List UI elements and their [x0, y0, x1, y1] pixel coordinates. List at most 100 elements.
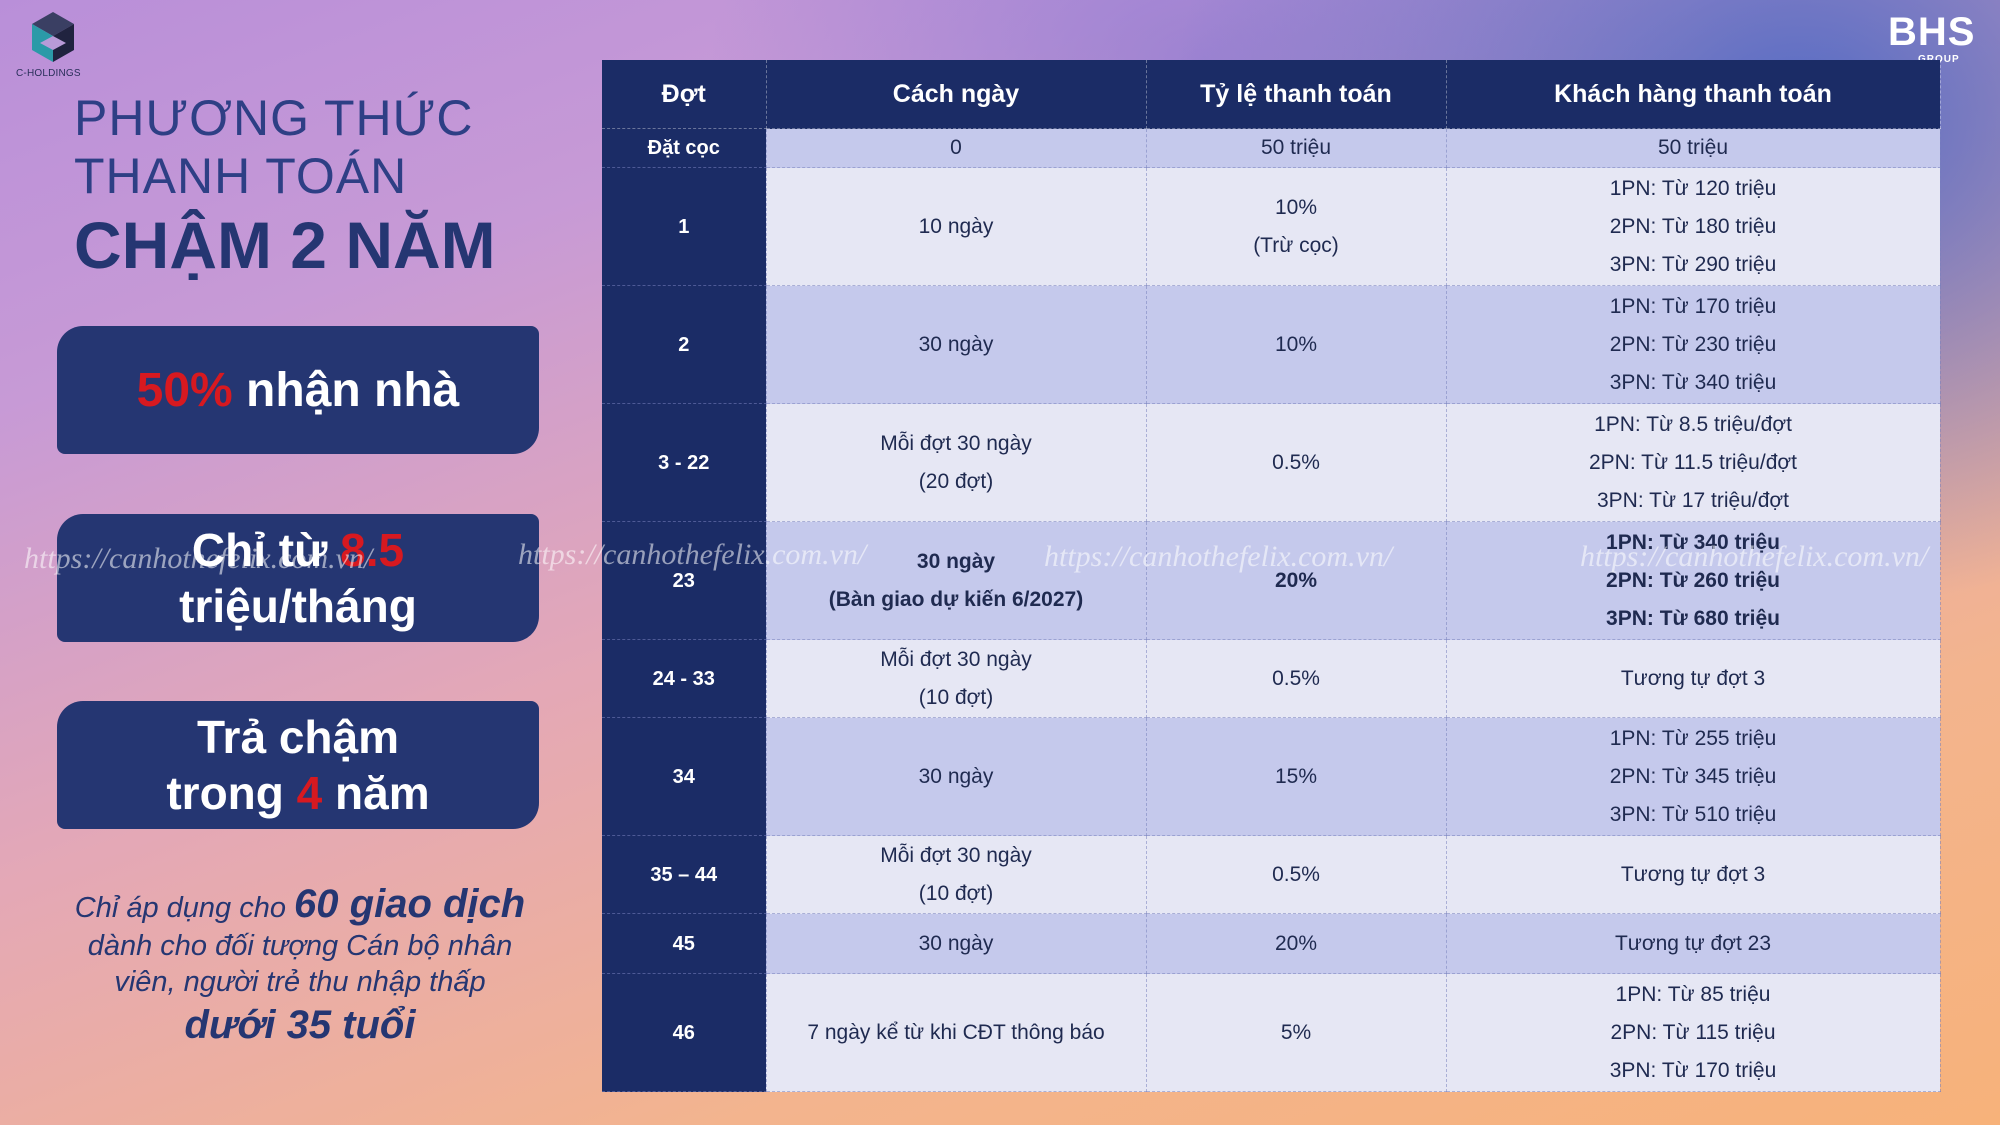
cell-cach-ngay: 0 — [766, 128, 1147, 168]
cell-khach-hang-line: 3PN: Từ 340 triệu — [1609, 370, 1777, 394]
card-deferred-highlight: 4 — [296, 767, 323, 819]
cell-khach-hang: 1PN: Từ 170 triệu 2PN: Từ 230 triệu 3PN: T… — [1446, 285, 1941, 404]
cell-khach-hang-line: 1PN: Từ 120 triệu — [1609, 176, 1777, 200]
cell-khach-hang-line: 2PN: Từ 345 triệu — [1609, 764, 1777, 788]
card-deferred-suffix: năm — [322, 767, 430, 819]
cell-ty-le: 5% — [1146, 973, 1447, 1092]
card-monthly-line-1: Chỉ từ 8.5 — [192, 522, 404, 578]
table-row: 35 – 44 Mỗi đợt 30 ngày (10 đợt) 0.5% Tương … — [602, 835, 1941, 914]
cell-ty-le-line: (Trừ cọc) — [1253, 233, 1339, 257]
cell-cach-ngay-line: 30 ngày — [918, 332, 994, 356]
card-handover-label: nhận nhà — [232, 363, 460, 417]
cell-dot: Đặt cọc — [602, 128, 767, 168]
cell-khach-hang-line: 1PN: Từ 8.5 triệu/đợt — [1594, 412, 1792, 436]
cell-khach-hang-line: 3PN: Từ 17 triệu/đợt — [1596, 488, 1790, 512]
cell-cach-ngay: 30 ngày — [766, 717, 1147, 836]
eligibility-note: Chỉ áp dụng cho 60 giao dịch dành cho đố… — [20, 884, 580, 1050]
card-handover-highlight: 50% — [136, 363, 233, 417]
cell-khach-hang-line: 2PN: Từ 230 triệu — [1609, 332, 1777, 356]
cell-cach-ngay: 30 ngày — [766, 285, 1147, 404]
cell-khach-hang-line: Tương tự đợt 3 — [1620, 862, 1766, 886]
table-row: 1 10 ngày 10% (Trừ cọc) 1PN: Từ 120 triệu 2PN… — [602, 167, 1941, 286]
cell-ty-le: 50 triệu — [1146, 128, 1447, 168]
cell-dot: 35 – 44 — [602, 835, 767, 914]
cell-khach-hang-line: 1PN: Từ 170 triệu — [1609, 294, 1777, 318]
cell-ty-le: 15% — [1146, 717, 1447, 836]
cell-khach-hang-line: 1PN: Từ 340 triệu — [1606, 530, 1780, 554]
watermark-text: https://canhothefelix.com.vn/ — [1044, 540, 1393, 573]
note-line-1: Chỉ áp dụng cho 60 giao dịch — [20, 884, 580, 928]
table-row: 3 - 22 Mỗi đợt 30 ngày (20 đợt) 0.5% 1PN: Từ… — [602, 403, 1941, 522]
table-row: 46 7 ngày kể từ khi CĐT thông báo 5% 1PN: T… — [602, 973, 1941, 1092]
c-holdings-logo-text: C-HOLDINGS — [16, 68, 81, 79]
bhs-logo-text: BHS — [1888, 10, 1976, 54]
card-monthly-prefix: Chỉ từ — [191, 524, 341, 576]
c-holdings-logo: C-HOLDINGS — [16, 10, 86, 82]
cell-cach-ngay: 30 ngày — [766, 913, 1147, 974]
watermark-text: https://canhothefelix.com.vn/ — [518, 538, 867, 571]
note-line-2: dành cho đối tượng Cán bộ nhân — [87, 930, 513, 962]
title-line-2: THANH TOÁN — [74, 148, 408, 204]
cell-ty-le-line: 15% — [1274, 764, 1318, 788]
cell-khach-hang-line: 3PN: Từ 170 triệu — [1609, 1058, 1777, 1082]
cell-ty-le-line: 10% — [1274, 332, 1318, 356]
card-deferred-line-2: trong 4 năm — [166, 765, 429, 821]
title-line-3: CHẬM 2 NĂM — [74, 208, 496, 282]
cell-khach-hang: 1PN: Từ 255 triệu 2PN: Từ 345 triệu 3PN: T… — [1446, 717, 1941, 836]
cell-ty-le: 0.5% — [1146, 835, 1447, 914]
bhs-logo: BHS GROUP — [1888, 12, 1988, 70]
cell-dot: 46 — [602, 973, 767, 1092]
card-handover-text: 50% nhận nhà — [137, 363, 460, 418]
cell-khach-hang-line: 2PN: Từ 180 triệu — [1609, 214, 1777, 238]
note-line-1-emphasis: 60 giao dịch — [294, 882, 526, 926]
cell-cach-ngay-line: (10 đợt) — [918, 685, 994, 709]
cell-ty-le-line: 0.5% — [1272, 862, 1320, 886]
cell-dot: 34 — [602, 717, 767, 836]
cell-ty-le: 10% — [1146, 285, 1447, 404]
cube-logo-icon — [32, 12, 74, 62]
cell-cach-ngay-line: 30 ngày — [918, 764, 994, 788]
cell-cach-ngay-line: 0 — [950, 136, 962, 159]
card-deferred: Trả chậm trong 4 năm — [57, 701, 539, 829]
cell-cach-ngay: 10 ngày — [766, 167, 1147, 286]
cell-cach-ngay: 7 ngày kể từ khi CĐT thông báo — [766, 973, 1147, 1092]
cell-dot: 23 — [602, 521, 767, 640]
cell-ty-le-line: 20% — [1274, 568, 1318, 592]
table-header-row: Đợt Cách ngày Tỷ lệ thanh toán Khách hàn… — [602, 60, 1941, 129]
cell-dot: 24 - 33 — [602, 639, 767, 718]
cell-cach-ngay-line: 7 ngày kể từ khi CĐT thông báo — [807, 1020, 1105, 1044]
payment-schedule-table: Đợt Cách ngày Tỷ lệ thanh toán Khách hàn… — [602, 60, 1941, 1092]
title-line-1: PHƯƠNG THỨC — [74, 90, 474, 146]
cell-khach-hang-line: 2PN: Từ 11.5 triệu/đợt — [1589, 450, 1797, 474]
bhs-logo-subtext: GROUP — [1918, 54, 1960, 65]
table-row: 2 30 ngày 10% 1PN: Từ 170 triệu 2PN: Từ 230 … — [602, 285, 1941, 404]
header-khach-hang: Khách hàng thanh toán — [1446, 60, 1941, 129]
card-deferred-prefix: trong — [166, 767, 297, 819]
cell-ty-le: 20% — [1146, 521, 1447, 640]
cell-ty-le-line: 5% — [1280, 1020, 1312, 1044]
cell-khach-hang-line: 3PN: Từ 680 triệu — [1606, 606, 1780, 630]
header-cach-ngay: Cách ngày — [766, 60, 1147, 129]
note-line-3: viên, người trẻ thu nhập thấp — [114, 966, 486, 998]
cell-khach-hang-line: 2PN: Từ 260 triệu — [1606, 568, 1780, 592]
watermark-text: https://canhothefelix.com.vn/ — [24, 542, 373, 575]
cell-ty-le: 0.5% — [1146, 639, 1447, 718]
cell-khach-hang: 1PN: Từ 120 triệu 2PN: Từ 180 triệu 3PN: T… — [1446, 167, 1941, 286]
cell-cach-ngay-line: Mỗi đợt 30 ngày — [880, 843, 1032, 867]
cell-cach-ngay-line: (Bàn giao dự kiến 6/2027) — [828, 587, 1084, 611]
header-ty-le: Tỷ lệ thanh toán — [1146, 60, 1447, 129]
cell-ty-le: 10% (Trừ cọc) — [1146, 167, 1447, 286]
cell-cach-ngay-line: Mỗi đợt 30 ngày — [880, 431, 1032, 455]
cell-dot: 3 - 22 — [602, 403, 767, 522]
card-monthly-line-2: triệu/tháng — [179, 580, 417, 632]
cell-cach-ngay: Mỗi đợt 30 ngày (20 đợt) — [766, 403, 1147, 522]
cell-khach-hang: Tương tự đợt 3 — [1446, 639, 1941, 718]
cell-khach-hang: Tương tự đợt 3 — [1446, 835, 1941, 914]
cell-ty-le-line: 20% — [1274, 931, 1318, 955]
cell-khach-hang-line: 3PN: Từ 510 triệu — [1609, 802, 1777, 826]
card-deferred-line-1: Trả chậm — [197, 711, 399, 763]
cell-cach-ngay-line: (10 đợt) — [918, 881, 994, 905]
cell-cach-ngay: Mỗi đợt 30 ngày (10 đợt) — [766, 639, 1147, 718]
cell-cach-ngay: Mỗi đợt 30 ngày (10 đợt) — [766, 835, 1147, 914]
cell-cach-ngay-line: 10 ngày — [918, 214, 994, 238]
